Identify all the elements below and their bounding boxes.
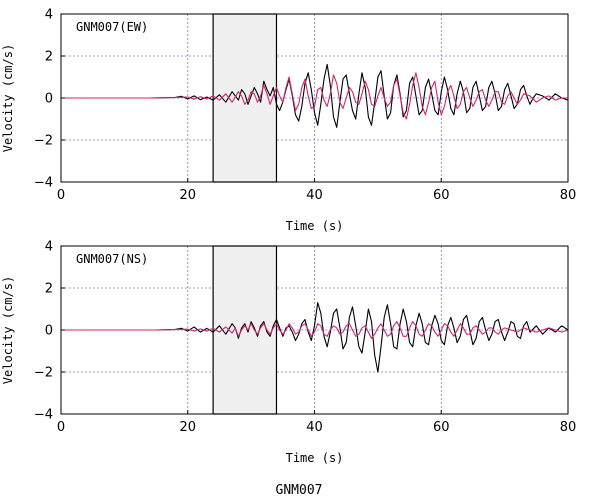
- y-tick-label: −2: [34, 366, 53, 381]
- series-line-black: [61, 302, 569, 373]
- x-axis-label: Time (s): [286, 451, 344, 465]
- x-tick-label: 40: [306, 188, 323, 203]
- y-tick-label: 4: [45, 240, 53, 255]
- y-tick-label: 2: [45, 50, 53, 65]
- x-axis-label: Time (s): [286, 219, 344, 233]
- y-tick-label: −4: [34, 176, 53, 191]
- x-tick-label: 60: [433, 420, 450, 435]
- y-tick-label: 0: [45, 92, 53, 107]
- y-axis-label: Velocity (cm/s): [1, 276, 15, 384]
- station-label: GNM007(NS): [76, 252, 148, 266]
- y-tick-label: 0: [45, 324, 53, 339]
- x-tick-label: 20: [179, 188, 196, 203]
- y-tick-label: −2: [34, 134, 53, 149]
- x-tick-label: 60: [433, 188, 450, 203]
- y-axis-label: Velocity (cm/s): [1, 44, 15, 152]
- x-tick-label: 40: [306, 420, 323, 435]
- y-tick-label: 2: [45, 282, 53, 297]
- y-tick-label: −4: [34, 408, 53, 423]
- x-tick-label: 20: [179, 420, 196, 435]
- y-tick-label: 4: [45, 8, 53, 23]
- x-tick-label: 0: [57, 188, 65, 203]
- figure-caption: GNM007: [276, 483, 323, 498]
- x-tick-label: 80: [560, 188, 577, 203]
- x-tick-label: 0: [57, 420, 65, 435]
- series-line-pink: [61, 321, 569, 339]
- analysis-window: [212, 13, 278, 183]
- station-label: GNM007(EW): [76, 20, 148, 34]
- x-tick-label: 80: [560, 420, 577, 435]
- series-line-pink: [61, 72, 568, 120]
